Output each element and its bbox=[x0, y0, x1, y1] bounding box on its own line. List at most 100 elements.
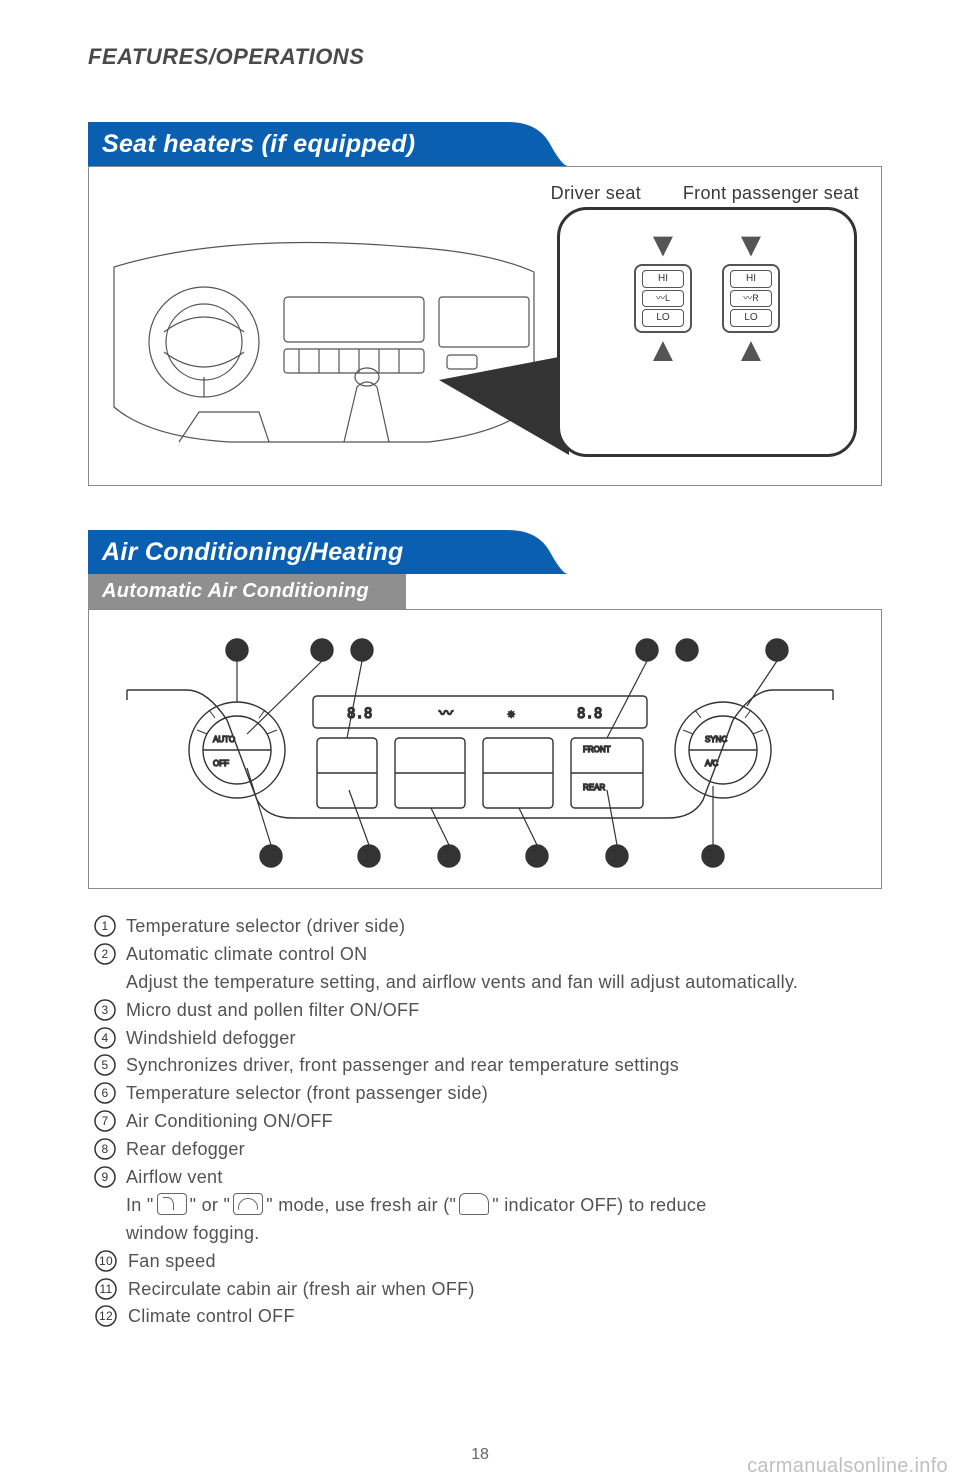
svg-text:OFF: OFF bbox=[213, 759, 229, 768]
legend-num-6-icon: 6 bbox=[94, 1082, 116, 1104]
legend-item-10-text: Fan speed bbox=[128, 1248, 876, 1276]
heater-left-mid: 〰L bbox=[642, 290, 684, 307]
heater-passenger-button: HI 〰R LO bbox=[722, 264, 780, 333]
svg-text:12: 12 bbox=[99, 1309, 113, 1323]
tab-seat-heaters-label: Seat heaters (if equipped) bbox=[88, 130, 415, 159]
heater-driver-col: ▼ HI 〰L LO ▲ bbox=[634, 234, 692, 454]
legend-num-5-icon: 5 bbox=[94, 1054, 116, 1076]
legend-item-12-text: Climate control OFF bbox=[128, 1303, 876, 1331]
legend-item-8: 8 Rear defogger bbox=[94, 1136, 876, 1164]
legend-num-2-icon: 2 bbox=[94, 943, 116, 965]
heater-right-mid: 〰R bbox=[730, 290, 772, 307]
svg-text:〰: 〰 bbox=[439, 706, 453, 722]
svg-text:12: 12 bbox=[264, 849, 278, 863]
tab-air-conditioning-label: Air Conditioning/Heating bbox=[88, 538, 404, 567]
heater-button-panel: ▼ HI 〰L LO ▲ ▼ HI 〰R LO ▲ bbox=[557, 207, 857, 457]
legend-item-9-text: Airflow vent bbox=[126, 1164, 876, 1192]
recirculate-car-icon bbox=[459, 1193, 489, 1215]
svg-text:7: 7 bbox=[102, 1114, 109, 1128]
label-driver-seat: Driver seat bbox=[551, 183, 641, 204]
svg-text:3: 3 bbox=[102, 1003, 109, 1017]
tab-air-conditioning: Air Conditioning/Heating bbox=[88, 530, 882, 574]
legend-num-12-icon: 12 bbox=[94, 1305, 118, 1327]
legend-num-3-icon: 3 bbox=[94, 999, 116, 1021]
legend-item-2: 2 Automatic climate control ON bbox=[94, 941, 876, 969]
svg-text:1: 1 bbox=[233, 642, 240, 657]
arrow-up-icon: ▲ bbox=[734, 339, 768, 363]
svg-text:2: 2 bbox=[318, 642, 325, 657]
subheading-auto-ac: Automatic Air Conditioning bbox=[88, 574, 406, 609]
svg-text:9: 9 bbox=[534, 849, 541, 863]
legend-item-3: 3 Micro dust and pollen filter ON/OFF bbox=[94, 997, 876, 1025]
defrost-front-icon bbox=[157, 1193, 187, 1215]
svg-text:✷: ✷ bbox=[507, 706, 516, 722]
page-section-header: FEATURES/OPERATIONS bbox=[88, 44, 882, 70]
svg-text:5: 5 bbox=[102, 1058, 109, 1072]
svg-text:8: 8 bbox=[102, 1142, 109, 1156]
legend-item-1-text: Temperature selector (driver side) bbox=[126, 913, 876, 941]
svg-text:A/C: A/C bbox=[705, 759, 719, 768]
svg-text:11: 11 bbox=[99, 1282, 112, 1296]
legend-item-4-text: Windshield defogger bbox=[126, 1025, 876, 1053]
legend-item-2-sub: Adjust the temperature setting, and airf… bbox=[126, 969, 876, 997]
heater-hi-label: HI bbox=[730, 270, 772, 288]
svg-text:FRONT: FRONT bbox=[583, 745, 611, 754]
legend-item-9: 9 Airflow vent bbox=[94, 1164, 876, 1192]
legend-item-7: 7 Air Conditioning ON/OFF bbox=[94, 1108, 876, 1136]
legend-item-11: 11 Recirculate cabin air (fresh air when… bbox=[94, 1276, 876, 1304]
legend-num-1-icon: 1 bbox=[94, 915, 116, 937]
svg-text:4: 4 bbox=[643, 642, 650, 657]
svg-text:SYNC: SYNC bbox=[705, 735, 727, 744]
svg-text:8.8: 8.8 bbox=[347, 706, 372, 722]
svg-text:11: 11 bbox=[363, 849, 376, 863]
legend-num-9-icon: 9 bbox=[94, 1166, 116, 1188]
svg-text:AUTO: AUTO bbox=[213, 735, 235, 744]
heater-passenger-col: ▼ HI 〰R LO ▲ bbox=[722, 234, 780, 454]
svg-text:6: 6 bbox=[102, 1086, 109, 1100]
heater-lo-label: LO bbox=[642, 309, 684, 327]
legend-num-10-icon: 10 bbox=[94, 1250, 118, 1272]
svg-text:2: 2 bbox=[102, 947, 109, 961]
label-passenger-seat: Front passenger seat bbox=[683, 183, 859, 204]
svg-text:8: 8 bbox=[614, 849, 621, 863]
illustration-climate-panel: 1 2 3 4 55 6 12 11 10 9 8 7 8.8 〰 ✷ bbox=[88, 609, 882, 889]
arrow-down-icon: ▼ bbox=[734, 234, 768, 258]
heater-hi-label: HI bbox=[642, 270, 684, 288]
legend-item-12: 12 Climate control OFF bbox=[94, 1303, 876, 1331]
svg-text:5: 5 bbox=[683, 642, 690, 657]
legend-item-2-text: Automatic climate control ON bbox=[126, 941, 876, 969]
svg-text:10: 10 bbox=[442, 849, 456, 863]
svg-text:6: 6 bbox=[773, 642, 780, 657]
svg-text:9: 9 bbox=[102, 1170, 109, 1184]
heater-lo-label: LO bbox=[730, 309, 772, 327]
legend-item-4: 4 Windshield defogger bbox=[94, 1025, 876, 1053]
legend-item-6: 6 Temperature selector (front passenger … bbox=[94, 1080, 876, 1108]
svg-text:8.8: 8.8 bbox=[577, 706, 602, 722]
illustration-seat-heaters: Driver seat Front passenger seat bbox=[88, 166, 882, 486]
svg-text:10: 10 bbox=[99, 1254, 113, 1268]
legend-item-11-text: Recirculate cabin air (fresh air when OF… bbox=[128, 1276, 876, 1304]
svg-text:7: 7 bbox=[710, 849, 717, 863]
svg-text:REAR: REAR bbox=[583, 783, 605, 792]
watermark: carmanualsonline.info bbox=[747, 1455, 948, 1478]
arrow-down-icon: ▼ bbox=[646, 234, 680, 258]
legend-num-8-icon: 8 bbox=[94, 1138, 116, 1160]
legend-item-10: 10 Fan speed bbox=[94, 1248, 876, 1276]
legend-num-7-icon: 7 bbox=[94, 1110, 116, 1132]
callout-pointer bbox=[439, 355, 569, 455]
legend-item-9-sub: In "" or "" mode, use fresh air ("" indi… bbox=[126, 1192, 876, 1248]
legend-item-3-text: Micro dust and pollen filter ON/OFF bbox=[126, 997, 876, 1025]
svg-text:1: 1 bbox=[102, 919, 109, 933]
legend-item-5-text: Synchronizes driver, front passenger and… bbox=[126, 1052, 876, 1080]
defrost-rear-icon bbox=[233, 1193, 263, 1215]
legend-item-5: 5 Synchronizes driver, front passenger a… bbox=[94, 1052, 876, 1080]
legend-item-8-text: Rear defogger bbox=[126, 1136, 876, 1164]
svg-text:4: 4 bbox=[102, 1031, 109, 1045]
legend-num-11-icon: 11 bbox=[94, 1278, 118, 1300]
legend-item-1: 1 Temperature selector (driver side) bbox=[94, 913, 876, 941]
heater-driver-button: HI 〰L LO bbox=[634, 264, 692, 333]
legend-num-4-icon: 4 bbox=[94, 1027, 116, 1049]
tab-seat-heaters: Seat heaters (if equipped) bbox=[88, 122, 882, 166]
legend-item-6-text: Temperature selector (front passenger si… bbox=[126, 1080, 876, 1108]
climate-panel-sketch: 1 2 3 4 55 6 12 11 10 9 8 7 8.8 〰 ✷ bbox=[117, 630, 843, 874]
